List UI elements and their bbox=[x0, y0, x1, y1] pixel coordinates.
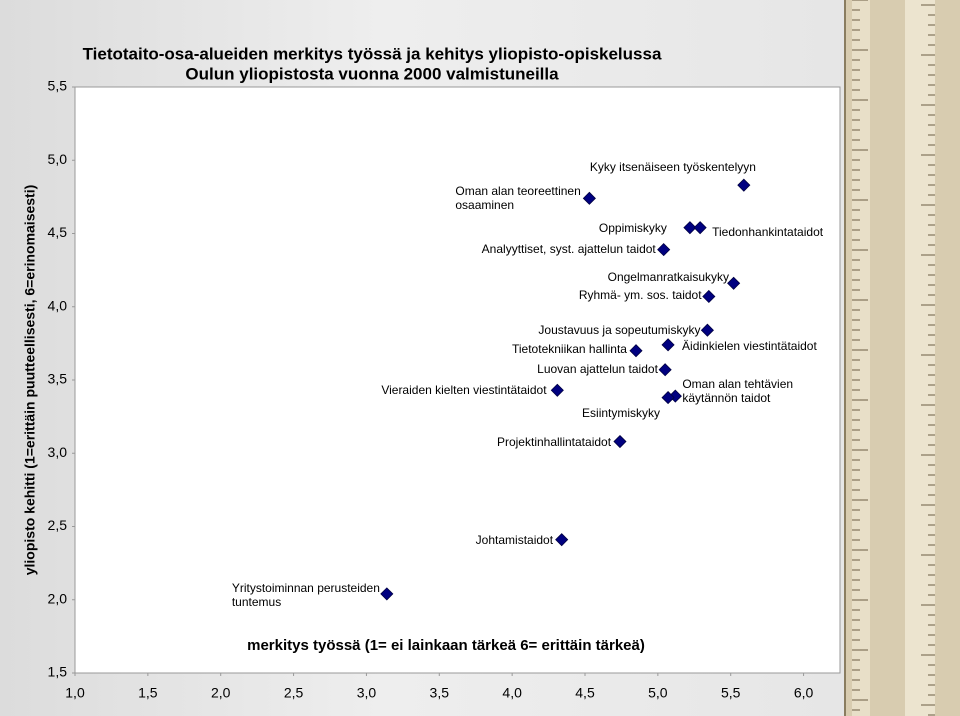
y-tick-label: 2,0 bbox=[48, 590, 68, 606]
point-label: Äidinkielen viestintätaidot bbox=[682, 338, 817, 353]
y-tick-label: 3,0 bbox=[48, 444, 68, 460]
chart-title: Tietotaito-osa-alueiden merkitys työssä … bbox=[83, 44, 662, 63]
data-point bbox=[702, 289, 716, 304]
x-tick-label: 5,5 bbox=[721, 685, 741, 701]
y-tick-label: 3,5 bbox=[48, 371, 68, 387]
data-point bbox=[629, 344, 643, 358]
data-point bbox=[613, 434, 627, 449]
y-tick-label: 1,5 bbox=[48, 664, 68, 680]
point-label: Joustavuus ja sopeutumiskyky bbox=[538, 323, 701, 338]
point-label: Oppimiskyky bbox=[598, 220, 667, 235]
y-axis-title: yliopisto kehitti (1=erittäin puutteelli… bbox=[22, 185, 38, 576]
chart-subtitle: Oulun yliopistosta vuonna 2000 valmistun… bbox=[185, 64, 559, 83]
point-label: Vieraiden kielten viestintätaidot bbox=[381, 383, 547, 398]
data-point bbox=[550, 383, 564, 397]
x-tick-label: 3,0 bbox=[357, 685, 377, 701]
point-label: Analyyttiset, syst. ajattelun taidot bbox=[481, 241, 656, 256]
y-tick-label: 2,5 bbox=[48, 517, 68, 533]
y-tick-label: 4,5 bbox=[48, 224, 68, 240]
x-tick-label: 5,0 bbox=[648, 685, 668, 701]
data-point bbox=[661, 391, 675, 405]
point-label: Tietotekniikan hallinta bbox=[512, 341, 627, 356]
plot-area bbox=[74, 86, 841, 674]
y-tick-label: 5,0 bbox=[48, 151, 68, 167]
data-point bbox=[693, 221, 707, 235]
y-tick-label: 5,5 bbox=[48, 78, 68, 94]
x-tick-label: 4,5 bbox=[575, 685, 595, 701]
data-point bbox=[700, 323, 714, 337]
data-point bbox=[380, 587, 394, 601]
x-tick-label: 2,5 bbox=[284, 685, 304, 701]
data-point bbox=[582, 191, 596, 205]
x-tick-label: 4,0 bbox=[502, 685, 522, 701]
point-label: Oman alan teoreettinen osaaminen bbox=[455, 184, 581, 213]
data-point bbox=[737, 178, 751, 192]
data-point bbox=[657, 243, 671, 257]
data-point bbox=[661, 338, 675, 352]
point-label: Ongelmanratkaisukyky bbox=[607, 270, 730, 285]
y-tick-label: 4,0 bbox=[48, 297, 68, 313]
point-label: Luovan ajattelun taidot bbox=[537, 361, 658, 376]
point-label: Yritystoiminnan perusteiden tuntemus bbox=[231, 580, 380, 609]
x-tick-label: 6,0 bbox=[794, 685, 814, 701]
point-label: Tiedonhankintataidot bbox=[712, 224, 824, 239]
x-tick-label: 3,5 bbox=[430, 685, 450, 701]
point-label: Projektinhallintataidot bbox=[496, 434, 612, 449]
data-point bbox=[727, 276, 741, 290]
x-tick-label: 1,5 bbox=[138, 685, 158, 701]
point-label: Oman alan tehtävien käytännön taidot bbox=[682, 377, 794, 406]
x-tick-label: 1,0 bbox=[65, 685, 85, 701]
point-label: Esiintymiskyky bbox=[582, 405, 661, 420]
data-point bbox=[658, 363, 672, 377]
data-point bbox=[555, 533, 569, 547]
ruler bbox=[844, 0, 960, 716]
x-tick-label: 2,0 bbox=[211, 685, 231, 701]
point-label: Kyky itsenäiseen työskentelyyn bbox=[589, 160, 756, 175]
x-axis-title: merkitys työssä (1= ei lainkaan tärkeä 6… bbox=[247, 637, 645, 654]
data-point bbox=[683, 221, 697, 235]
point-label: Johtamistaidot bbox=[475, 532, 554, 547]
point-label: Ryhmä- ym. sos. taidot bbox=[578, 288, 702, 303]
